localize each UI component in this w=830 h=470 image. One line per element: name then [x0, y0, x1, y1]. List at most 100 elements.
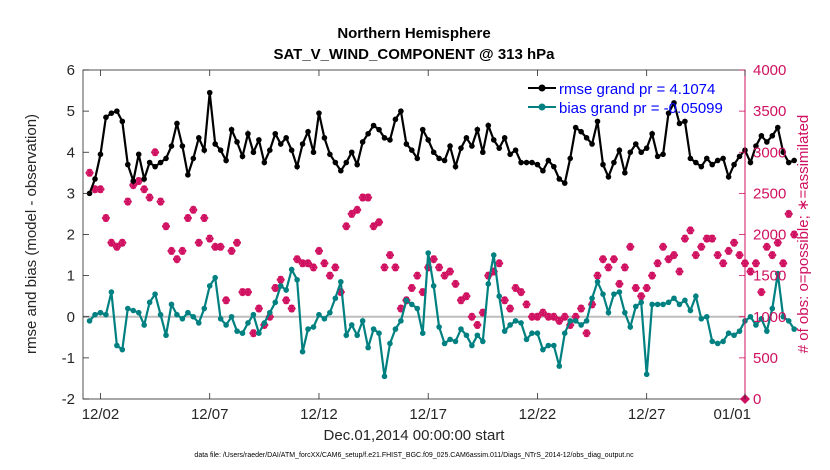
- rmse-point: [277, 141, 284, 147]
- rmse-point: [490, 137, 497, 143]
- rmse-point: [676, 120, 683, 127]
- obs-assimilated-marker: [331, 263, 340, 272]
- bias-point: [92, 311, 98, 318]
- rmse-point: [463, 135, 470, 141]
- bias-point: [185, 309, 191, 316]
- bias-point: [693, 293, 699, 299]
- obs-assimilated-marker: [364, 193, 373, 202]
- obs-assimilated-marker: [446, 267, 454, 276]
- rmse-point: [736, 153, 743, 160]
- rmse-point: [703, 155, 710, 162]
- rmse-point: [567, 155, 574, 162]
- rmse-point: [108, 110, 115, 116]
- bias-point: [305, 326, 311, 332]
- y-tick-label: -2: [62, 391, 75, 408]
- bias-point: [463, 332, 470, 339]
- obs-assimilated-marker: [386, 251, 394, 260]
- y-tick-label: 5: [67, 103, 75, 120]
- y-tick-label: 1: [67, 268, 75, 285]
- bias-point: [594, 278, 601, 285]
- bias-point: [643, 371, 650, 378]
- obs-assimilated-marker: [304, 259, 312, 268]
- rmse-point: [758, 133, 765, 139]
- rmse-point: [97, 151, 104, 158]
- bias-point: [764, 328, 770, 334]
- rmse-point: [256, 137, 262, 143]
- bias-point: [627, 324, 634, 330]
- y-right-tick-label: 3500: [753, 103, 786, 120]
- bias-point: [583, 318, 590, 324]
- obs-assimilated-marker: [582, 329, 591, 338]
- rmse-point: [261, 159, 268, 166]
- rmse-point: [152, 163, 158, 170]
- rmse-point: [294, 163, 300, 170]
- bias-point: [485, 281, 492, 287]
- y-tick-label: 2: [67, 227, 75, 244]
- rmse-point: [561, 180, 568, 186]
- obs-assimilated-marker: [544, 312, 553, 321]
- rmse-point: [480, 149, 486, 156]
- bias-point: [703, 313, 710, 320]
- bias-point: [534, 330, 541, 337]
- bias-point: [572, 318, 579, 324]
- y-right-tick-label: 1000: [753, 309, 786, 326]
- bias-point: [480, 338, 486, 345]
- plot-area: [83, 70, 745, 399]
- rmse-point: [643, 145, 650, 151]
- obs-assimilated-marker: [123, 197, 132, 206]
- obs-assimilated-marker: [659, 242, 668, 251]
- rmse-point: [206, 89, 213, 96]
- bias-point: [212, 274, 218, 281]
- rmse-point: [321, 135, 328, 141]
- y-right-tick-label: 1500: [753, 268, 786, 285]
- rmse-point: [474, 126, 481, 133]
- y-tick-label: 6: [67, 62, 75, 79]
- bias-point: [387, 340, 393, 347]
- bias-point: [758, 316, 765, 322]
- rmse-point: [124, 161, 131, 168]
- obs-assimilated-marker: [249, 329, 258, 338]
- obs-assimilated-marker: [500, 296, 509, 305]
- rmse-point: [578, 128, 584, 135]
- rmse-point: [671, 100, 677, 106]
- bias-point: [452, 338, 459, 345]
- rmse-point: [86, 190, 93, 197]
- rmse-point: [359, 139, 366, 145]
- bias-point: [698, 316, 705, 322]
- bias-point: [540, 346, 546, 353]
- rmse-point: [283, 135, 289, 141]
- rmse-point: [507, 151, 513, 158]
- obs-assimilated-marker: [620, 263, 629, 272]
- rmse-point: [447, 143, 453, 149]
- bias-point: [327, 309, 333, 316]
- rmse-point: [769, 133, 776, 139]
- rmse-point: [485, 122, 492, 129]
- bias-point: [474, 332, 481, 339]
- y-tick-label: 3: [67, 185, 75, 202]
- rmse-point: [638, 149, 645, 156]
- rmse-point: [414, 155, 421, 162]
- rmse-point: [387, 137, 393, 143]
- obs-assimilated-marker: [730, 238, 739, 247]
- bias-point: [665, 299, 672, 306]
- rmse-point: [212, 141, 218, 147]
- bias-point: [332, 295, 339, 302]
- rmse-point: [217, 147, 224, 153]
- rmse-point: [135, 151, 142, 158]
- rmse-point: [469, 143, 475, 149]
- rmse-point: [458, 145, 464, 151]
- rmse-point: [316, 110, 322, 116]
- bias-point: [195, 320, 202, 326]
- rmse-point: [605, 174, 612, 180]
- obs-assimilated-marker: [555, 316, 564, 325]
- obs-assimilated-marker: [353, 205, 362, 214]
- obs-assimilated-marker: [593, 271, 602, 280]
- obs-assimilated-marker: [686, 226, 695, 235]
- y-right-tick-label: 3000: [753, 144, 786, 161]
- obs-assimilated-marker: [91, 185, 99, 194]
- obs-assimilated-marker: [233, 238, 241, 247]
- rmse-point: [141, 176, 147, 182]
- obs-assimilated-marker: [751, 259, 760, 268]
- x-tick-label: 12/02: [82, 406, 120, 423]
